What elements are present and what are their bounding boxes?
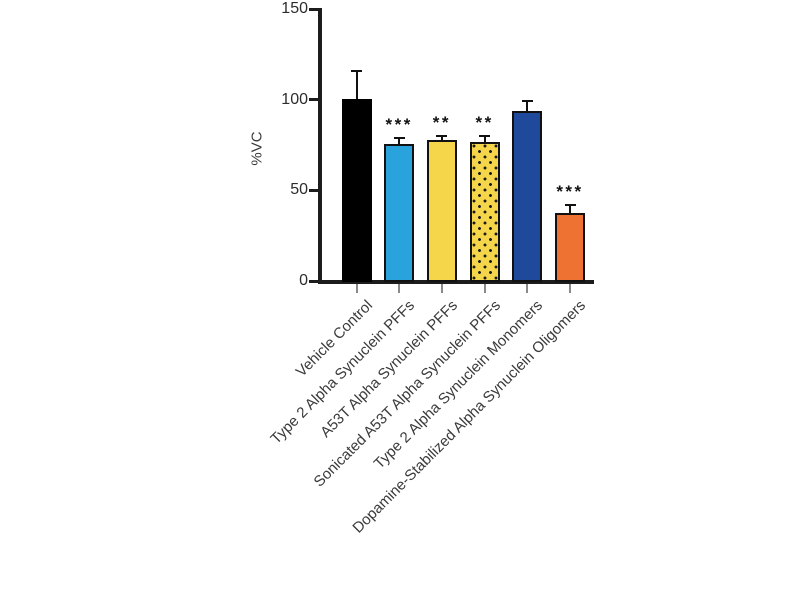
bar xyxy=(426,140,457,282)
y-tick-label: 100 xyxy=(281,90,308,108)
x-tick xyxy=(526,284,529,293)
y-axis-line xyxy=(318,8,322,284)
error-bar-cap xyxy=(436,134,448,137)
significance-label: ** xyxy=(475,112,494,132)
bar xyxy=(384,144,415,282)
significance-label: ** xyxy=(432,112,451,132)
x-axis-line xyxy=(318,280,594,284)
y-tick-label: 0 xyxy=(299,272,308,289)
y-tick xyxy=(309,7,318,11)
x-tick xyxy=(355,284,358,293)
error-bar-line xyxy=(526,100,529,116)
y-tick xyxy=(309,279,318,283)
y-axis-title: %VC xyxy=(248,131,266,166)
bar-dotted xyxy=(469,142,500,282)
error-bar-cap xyxy=(521,100,533,103)
error-bar-cap xyxy=(351,69,362,72)
significance-label: *** xyxy=(385,114,413,134)
y-tick-label: 150 xyxy=(281,0,308,17)
error-bar-line xyxy=(440,134,443,145)
x-tick-label: A53T Alpha Synuclein PFFs xyxy=(317,297,461,441)
error-bar-line xyxy=(398,136,401,148)
error-bar-line xyxy=(355,69,358,103)
error-bar-cap xyxy=(393,136,405,139)
x-tick-label: Type 2 Alpha Synuclein Monomers xyxy=(370,297,547,473)
significance-label: *** xyxy=(556,181,584,201)
x-tick xyxy=(569,284,571,293)
error-bar-cap xyxy=(564,203,576,206)
error-bar-line xyxy=(483,134,486,147)
x-tick xyxy=(440,284,443,293)
y-tick xyxy=(309,188,318,192)
x-tick xyxy=(483,284,486,293)
bar xyxy=(512,111,543,282)
error-bar-cap xyxy=(479,134,491,137)
x-tick-label: Sonicated A53T Alpha Synuclein PFFs xyxy=(310,297,504,491)
x-tick xyxy=(398,284,401,293)
x-tick-label: Type 2 Alpha Synuclein PFFs xyxy=(267,297,419,448)
error-bar-line xyxy=(569,203,571,217)
bar xyxy=(341,98,372,282)
bar xyxy=(555,212,585,282)
y-tick-label: 50 xyxy=(290,181,308,199)
y-tick xyxy=(309,98,318,102)
